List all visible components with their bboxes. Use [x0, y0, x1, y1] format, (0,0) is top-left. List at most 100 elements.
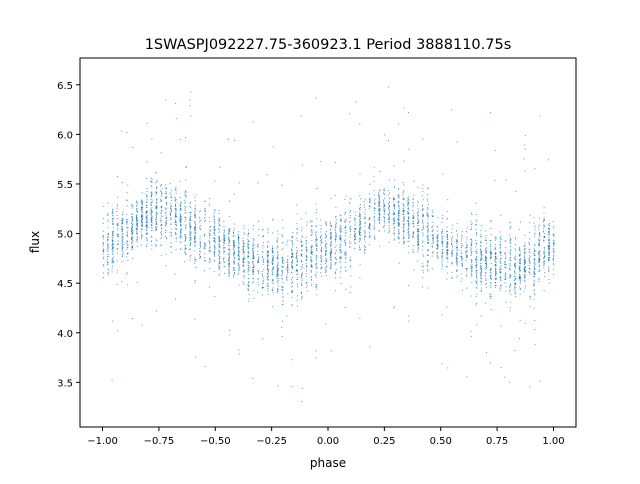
data-point: [199, 218, 201, 220]
data-point: [233, 267, 234, 269]
data-point: [218, 274, 220, 276]
data-point: [277, 274, 279, 276]
data-point: [146, 177, 147, 179]
data-point: [121, 247, 123, 249]
data-point: [485, 252, 487, 254]
data-point: [156, 214, 157, 216]
data-point: [339, 235, 341, 237]
data-point: [310, 259, 312, 261]
data-point: [325, 270, 327, 272]
data-point: [103, 272, 104, 274]
data-point: [471, 224, 473, 225]
data-point: [326, 224, 327, 226]
data-point: [267, 286, 269, 287]
data-point: [287, 239, 289, 241]
data-point: [334, 228, 336, 230]
data-point: [548, 159, 550, 161]
data-point: [510, 274, 512, 276]
data-point: [272, 146, 274, 148]
data-point: [340, 237, 342, 239]
data-point: [452, 224, 454, 226]
data-point: [523, 250, 525, 252]
data-point: [335, 250, 337, 252]
data-point: [228, 259, 230, 261]
data-point: [121, 244, 123, 246]
data-point: [266, 276, 268, 278]
data-point: [165, 222, 166, 223]
data-point: [243, 258, 245, 260]
data-point: [417, 217, 418, 219]
data-point: [394, 238, 395, 240]
data-point: [131, 216, 133, 218]
data-point: [141, 236, 143, 238]
data-point: [325, 253, 327, 254]
data-point: [170, 219, 172, 220]
data-point: [281, 274, 283, 276]
data-point: [190, 254, 192, 256]
data-point: [214, 259, 216, 261]
data-point: [194, 215, 196, 217]
data-point: [466, 268, 468, 269]
data-point: [339, 246, 341, 248]
data-point: [476, 234, 478, 236]
data-point: [257, 246, 259, 247]
data-point: [354, 243, 356, 244]
data-point: [369, 223, 371, 225]
data-point: [209, 286, 210, 288]
data-point: [170, 193, 172, 195]
data-point: [364, 233, 366, 235]
data-point: [150, 221, 152, 223]
data-point: [258, 272, 259, 274]
data-point: [485, 277, 487, 279]
data-point: [456, 262, 458, 263]
data-point: [141, 203, 143, 205]
data-point: [266, 252, 268, 254]
data-point: [195, 224, 197, 226]
data-point: [408, 222, 410, 224]
data-point: [141, 214, 143, 216]
data-point: [310, 266, 312, 268]
data-point: [258, 257, 260, 259]
data-point: [117, 204, 118, 206]
data-point: [422, 215, 424, 217]
data-point: [175, 222, 176, 224]
data-point: [378, 202, 380, 204]
data-point: [335, 230, 337, 232]
data-point: [141, 228, 143, 230]
data-point: [335, 245, 337, 247]
data-point: [122, 213, 123, 215]
data-point: [131, 237, 133, 239]
data-point: [223, 253, 225, 254]
data-point: [296, 276, 298, 278]
data-point: [471, 214, 473, 215]
data-point: [276, 281, 278, 283]
data-point: [486, 247, 488, 249]
data-point: [126, 230, 128, 232]
data-point: [111, 245, 113, 247]
data-point: [262, 294, 264, 296]
data-point: [169, 214, 171, 215]
data-point: [354, 232, 356, 234]
data-point: [524, 322, 526, 324]
data-point: [519, 263, 521, 265]
data-point: [418, 243, 420, 245]
data-point: [267, 255, 269, 257]
data-point: [160, 185, 162, 187]
data-point: [350, 265, 351, 267]
data-point: [262, 338, 264, 340]
data-point: [272, 268, 274, 270]
data-point: [190, 238, 192, 240]
data-point: [509, 252, 511, 254]
data-point: [287, 264, 289, 266]
data-point: [224, 251, 226, 252]
data-point: [422, 263, 424, 265]
data-point: [194, 217, 196, 219]
data-point: [107, 256, 109, 258]
data-point: [325, 244, 327, 246]
data-point: [475, 219, 477, 221]
data-point: [402, 199, 404, 200]
data-point: [237, 238, 239, 240]
data-point: [156, 223, 158, 225]
data-point: [447, 245, 448, 247]
data-point: [291, 264, 292, 266]
